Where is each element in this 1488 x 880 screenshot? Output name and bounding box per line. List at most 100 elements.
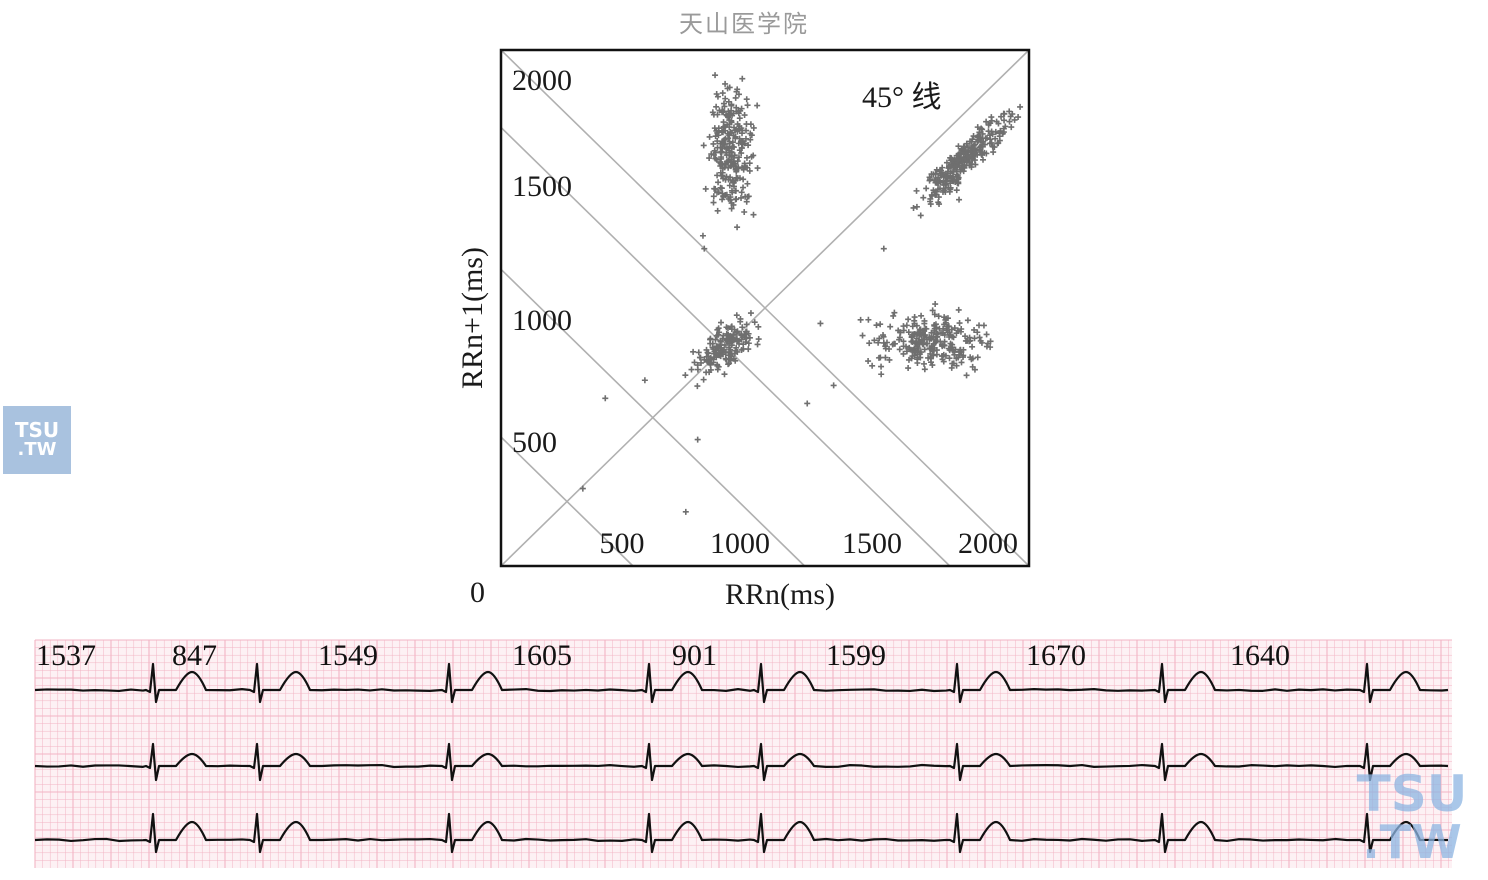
data-point [739, 75, 746, 82]
point-cluster [700, 72, 761, 231]
data-point [714, 93, 721, 100]
data-point [956, 151, 963, 158]
data-point [735, 154, 742, 161]
data-point [905, 365, 912, 372]
rr-interval-label: 1537 [36, 639, 96, 672]
data-point [865, 316, 872, 323]
data-point [869, 362, 876, 369]
point-cluster [857, 301, 994, 379]
data-point [886, 346, 893, 353]
data-point [747, 130, 754, 137]
data-point [730, 337, 737, 344]
point-cluster [682, 310, 762, 390]
data-point [937, 179, 944, 186]
data-point [876, 335, 883, 342]
poincare-scatter-plot: 500 1000 1500 2000 500 1000 1500 2000 0 RRn(ms… [456, 48, 1031, 611]
y-tick-label: 2000 [512, 64, 572, 97]
data-point [722, 80, 729, 87]
data-point [732, 196, 739, 203]
data-point [722, 135, 729, 142]
data-point [729, 189, 736, 196]
data-point [703, 357, 710, 364]
data-point [963, 140, 970, 147]
data-point [717, 337, 724, 344]
data-point [927, 350, 934, 357]
data-point [710, 359, 717, 366]
data-point [726, 84, 733, 91]
data-point [938, 329, 945, 336]
data-point [754, 102, 761, 109]
data-point [910, 204, 917, 211]
data-point [579, 485, 586, 492]
data-point [727, 111, 734, 118]
data-point [946, 347, 953, 354]
data-point [1017, 103, 1024, 110]
data-point [739, 130, 746, 137]
data-point [859, 332, 866, 339]
data-point [741, 112, 748, 119]
data-point [719, 169, 726, 176]
data-point [959, 164, 966, 171]
data-point [716, 107, 723, 114]
rr-interval-label: 1640 [1230, 639, 1290, 672]
data-point [891, 309, 898, 316]
data-point [903, 343, 910, 350]
x-tick-label: 2000 [958, 527, 1018, 560]
data-point [987, 136, 994, 143]
data-point [878, 371, 885, 378]
data-point [743, 321, 750, 328]
data-point [900, 323, 907, 330]
data-point [934, 333, 941, 340]
data-point [935, 313, 942, 320]
data-point [921, 360, 928, 367]
data-point [932, 301, 939, 308]
data-point [969, 363, 976, 370]
rr-interval-label: 1670 [1026, 639, 1086, 672]
data-point [719, 190, 726, 197]
data-point [734, 86, 741, 93]
data-point [738, 194, 745, 201]
data-point [712, 133, 719, 140]
data-point [871, 337, 878, 344]
data-point [1006, 108, 1013, 115]
data-point [955, 156, 962, 163]
data-point [728, 107, 735, 114]
data-point [890, 312, 897, 319]
data-point [963, 372, 970, 379]
data-point [728, 342, 735, 349]
data-point [998, 113, 1005, 120]
data-point [927, 198, 934, 205]
data-point [952, 346, 959, 353]
data-point [702, 185, 709, 192]
data-point [717, 353, 724, 360]
data-point [935, 194, 942, 201]
data-point [745, 340, 752, 347]
data-point [917, 212, 924, 219]
data-point [966, 153, 973, 160]
data-point [705, 353, 712, 360]
data-point [739, 334, 746, 341]
data-point [706, 133, 713, 140]
data-point [929, 343, 936, 350]
data-point [710, 199, 717, 206]
data-point [931, 325, 938, 332]
data-point [728, 129, 735, 136]
data-point [911, 314, 918, 321]
data-point [1008, 124, 1015, 131]
data-point [694, 366, 701, 373]
data-point [730, 124, 737, 131]
data-point [718, 185, 725, 192]
data-point [877, 321, 884, 328]
rr-interval-label: 847 [172, 639, 217, 672]
data-point [703, 369, 710, 376]
data-point [745, 142, 752, 149]
data-point [966, 337, 973, 344]
data-point [747, 310, 754, 317]
data-point [714, 361, 721, 368]
data-point [711, 354, 718, 361]
data-point [714, 189, 721, 196]
data-point [736, 340, 743, 347]
data-point [866, 340, 873, 347]
data-point [880, 245, 887, 252]
data-point [914, 343, 921, 350]
